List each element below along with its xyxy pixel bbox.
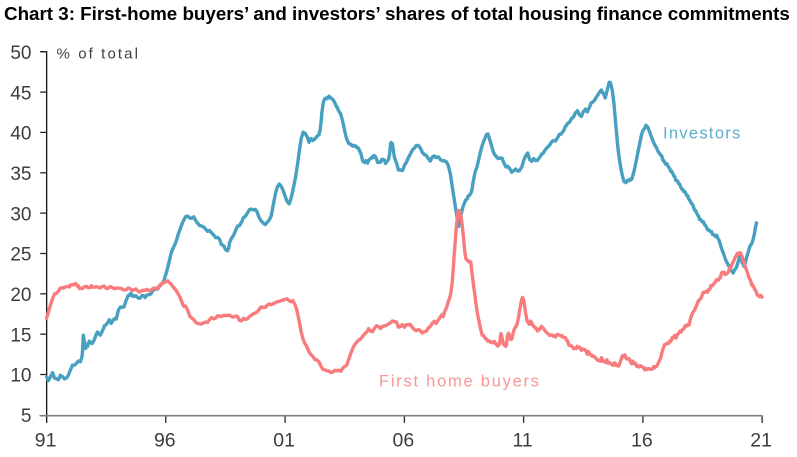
svg-text:96: 96: [154, 430, 176, 452]
svg-text:5: 5: [21, 406, 32, 427]
svg-text:Chart 3: First-home buyers’ an: Chart 3: First-home buyers’ and investor…: [4, 3, 790, 24]
svg-text:Investors: Investors: [663, 125, 742, 143]
svg-text:40: 40: [10, 124, 31, 145]
svg-text:21: 21: [750, 430, 772, 452]
svg-text:First home buyers: First home buyers: [379, 373, 541, 391]
svg-text:30: 30: [10, 204, 31, 225]
svg-text:01: 01: [273, 430, 295, 452]
svg-text:16: 16: [631, 430, 653, 452]
svg-text:20: 20: [10, 285, 31, 306]
svg-text:% of total: % of total: [57, 45, 141, 62]
svg-text:45: 45: [10, 83, 31, 104]
svg-text:25: 25: [10, 245, 31, 266]
svg-text:91: 91: [35, 430, 57, 452]
svg-text:50: 50: [10, 43, 31, 64]
svg-text:10: 10: [10, 366, 31, 387]
svg-text:15: 15: [10, 325, 31, 346]
svg-text:06: 06: [393, 430, 415, 452]
svg-text:11: 11: [512, 430, 532, 452]
svg-text:35: 35: [10, 164, 31, 185]
